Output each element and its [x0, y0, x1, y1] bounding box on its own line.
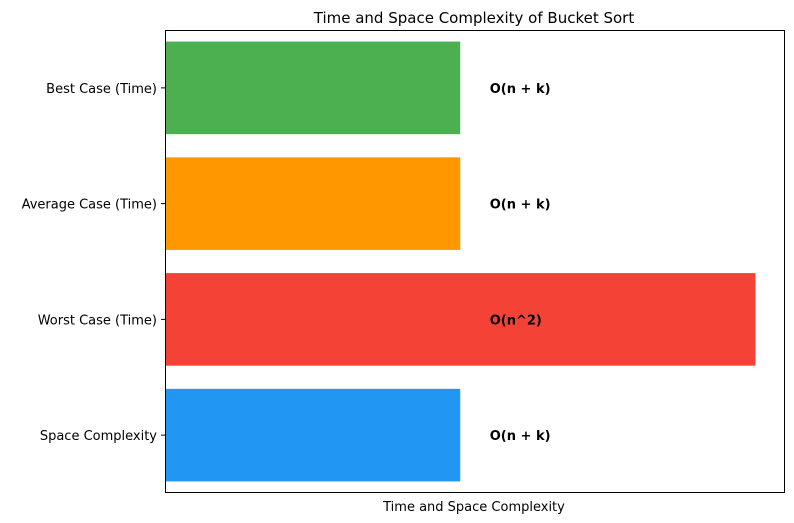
- bar-space-complexity: [165, 388, 461, 482]
- bar-average-case-time: [165, 157, 461, 250]
- data-labels-layer: O(n + k) O(n + k) O(n^2) O(n + k): [490, 82, 551, 444]
- data-label-average-case-time: O(n + k): [490, 198, 551, 213]
- bar-worst-case-time: [165, 273, 756, 366]
- y-tick-label-best-case-time: Best Case (Time): [46, 82, 157, 97]
- chart-title: Time and Space Complexity of Bucket Sort: [313, 9, 635, 27]
- y-tick-label-space-complexity: Space Complexity: [40, 429, 157, 444]
- bar-best-case-time: [165, 41, 461, 135]
- data-label-best-case-time: O(n + k): [490, 82, 551, 97]
- y-tick-label-average-case-time: Average Case (Time): [22, 198, 157, 213]
- x-axis-label: Time and Space Complexity: [382, 500, 565, 515]
- y-ticks-layer: Best Case (Time) Average Case (Time) Worst…: [22, 82, 165, 444]
- plot-frame: [165, 30, 785, 493]
- data-label-worst-case-time: O(n^2): [490, 313, 542, 328]
- data-label-space-complexity: O(n + k): [490, 429, 551, 444]
- y-tick-label-worst-case-time: Worst Case (Time): [38, 313, 157, 328]
- bars-layer: [165, 41, 756, 482]
